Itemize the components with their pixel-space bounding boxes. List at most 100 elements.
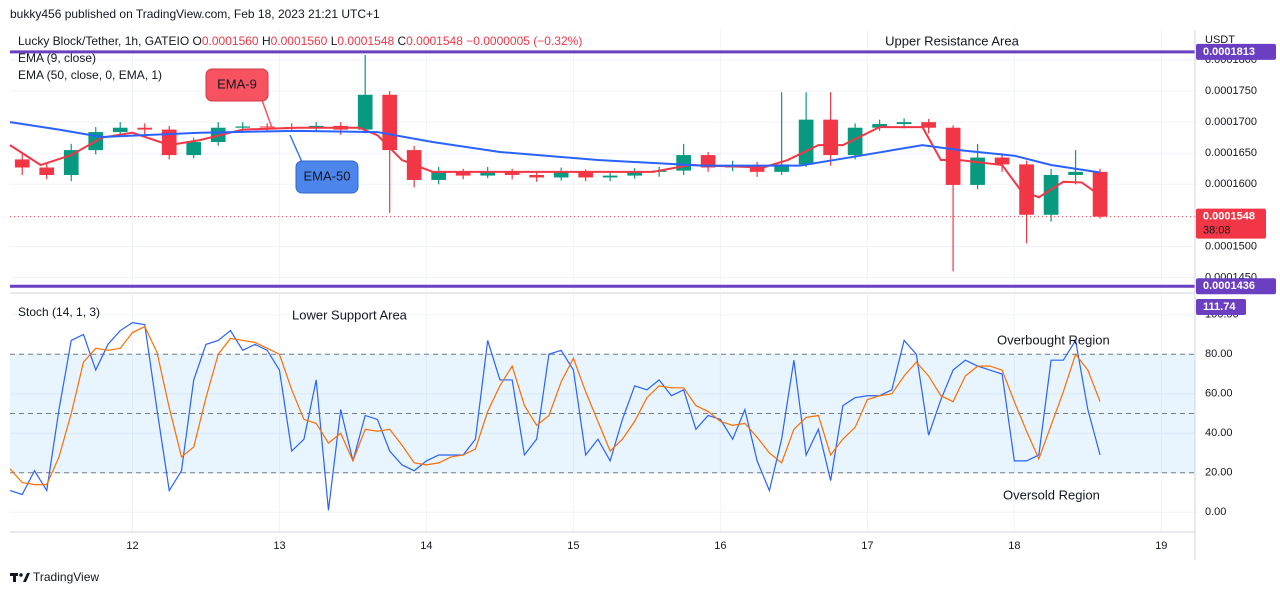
logo-part xyxy=(13,573,16,582)
y-tick-label: 0.0001700 xyxy=(1205,116,1257,128)
logo-part xyxy=(19,573,23,577)
symbol: Lucky Block/Tether, 1h, GATEIO xyxy=(18,34,189,48)
x-tick-label: 18 xyxy=(1008,540,1020,552)
annotation: Lower Support Area xyxy=(292,307,408,322)
candle-body xyxy=(676,155,691,171)
candle-body xyxy=(137,127,153,130)
candle-body xyxy=(431,171,447,180)
annotation: Oversold Region xyxy=(1003,487,1100,502)
x-tick-label: 13 xyxy=(273,540,285,552)
y-tick-label: 40.00 xyxy=(1205,427,1233,439)
ema-line xyxy=(9,121,1101,174)
candle-body xyxy=(627,171,642,176)
candle-body xyxy=(1068,171,1083,175)
change: −0.0000005 (−0.32%) xyxy=(466,34,582,48)
bands xyxy=(10,353,1195,474)
y-tick-label: 0.0001650 xyxy=(1205,147,1257,159)
annotation: Upper Resistance Area xyxy=(885,33,1019,48)
candle-body xyxy=(63,150,79,175)
candle-body xyxy=(455,171,471,176)
candle-body xyxy=(994,157,1010,165)
candle-body xyxy=(921,122,936,128)
value-badge-label: 111.74 xyxy=(1203,301,1236,313)
candle-body xyxy=(480,171,496,176)
level-badge xyxy=(1196,43,1276,60)
x-tick-label: 14 xyxy=(420,540,432,552)
level-label: 0.0001813 xyxy=(1203,46,1255,58)
level-label: 0.0001436 xyxy=(1203,280,1255,292)
countdown: 38:08 xyxy=(1203,225,1231,237)
callout-text: EMA-9 xyxy=(217,76,257,91)
candle-body xyxy=(896,122,912,124)
y-tick-label: 80.00 xyxy=(1205,348,1233,360)
ohlc-value: 0.0001560 xyxy=(202,34,259,48)
stoch-title: Stoch (14, 1, 3) xyxy=(18,305,100,319)
band-fill xyxy=(10,354,1195,473)
x-tick-label: 17 xyxy=(861,540,873,552)
ohlc-value: 0.0001560 xyxy=(271,34,328,48)
callout-box xyxy=(295,160,359,194)
candle-body xyxy=(700,155,716,168)
y-tick-label: 20.00 xyxy=(1205,467,1233,479)
y-tick-label: 0.0001500 xyxy=(1205,240,1257,252)
candle-body xyxy=(578,171,594,178)
candle-body xyxy=(945,127,961,185)
candle-body xyxy=(553,171,569,178)
callout-pointer xyxy=(261,99,273,129)
callout-pointer xyxy=(289,134,303,163)
candle-body xyxy=(529,174,545,178)
candle-body xyxy=(1092,171,1108,217)
legend-entry: EMA (9, close) xyxy=(18,51,96,65)
stoch-line xyxy=(9,325,1101,486)
last-price-label: 0.0001548 xyxy=(1203,211,1255,223)
y-tick-label: 0.0001750 xyxy=(1205,85,1257,97)
candle-body xyxy=(1019,164,1034,215)
ohlc-label: H xyxy=(262,34,271,48)
candle-body xyxy=(774,164,789,172)
y-tick-label: 0.00 xyxy=(1205,506,1226,518)
candle-body xyxy=(161,129,177,156)
candle-body xyxy=(504,171,520,175)
candle-body xyxy=(14,159,30,168)
x-tick-label: 12 xyxy=(126,540,138,552)
ohlc-label: O xyxy=(193,34,202,48)
marks xyxy=(9,50,1195,511)
legend-ohlc: Lucky Block/Tether, 1h, GATEIO O0.000156… xyxy=(18,34,582,48)
candle-body xyxy=(186,142,202,156)
brand-logo xyxy=(10,573,30,582)
candle-body xyxy=(970,157,985,185)
ema-line xyxy=(9,126,1101,199)
candle-body xyxy=(382,94,398,151)
candle-body xyxy=(749,165,765,172)
candle-body xyxy=(259,126,275,128)
candle-body xyxy=(872,123,887,128)
candle-body xyxy=(112,127,128,133)
axis: 12 13 14 15 16 17 18 190.00014500.00015000.0001… xyxy=(126,43,1276,552)
x-tick-label: 16 xyxy=(714,540,726,552)
candle-body xyxy=(39,167,55,175)
published-note: bukky456 published on TradingView.com, F… xyxy=(10,7,380,21)
y-tick-label: 60.00 xyxy=(1205,388,1233,400)
stoch-line xyxy=(9,322,1101,511)
candle-body xyxy=(235,126,251,128)
candle-body xyxy=(1043,174,1059,215)
candle-body xyxy=(798,119,814,165)
last-price-badge xyxy=(1196,208,1266,239)
candle-body xyxy=(823,119,838,156)
logo-part xyxy=(23,573,30,582)
x-tick-label: 19 xyxy=(1155,540,1167,552)
ohlc-value: 0.0001548 xyxy=(337,34,394,48)
value-badge xyxy=(1196,299,1246,315)
y-tick-label: 0.0001600 xyxy=(1205,178,1257,190)
x-tick-label: 15 xyxy=(567,540,579,552)
ohlc-value: 0.0001548 xyxy=(406,34,463,48)
candle-body xyxy=(357,94,373,130)
ohlc-label: L xyxy=(331,34,338,48)
ohlc-label: C xyxy=(397,34,406,48)
callout-text: EMA-50 xyxy=(304,168,351,183)
brand: TradingView xyxy=(33,570,99,584)
annotation: Overbought Region xyxy=(997,332,1110,347)
legend-entry: EMA (50, close, 0, EMA, 1) xyxy=(18,68,162,82)
